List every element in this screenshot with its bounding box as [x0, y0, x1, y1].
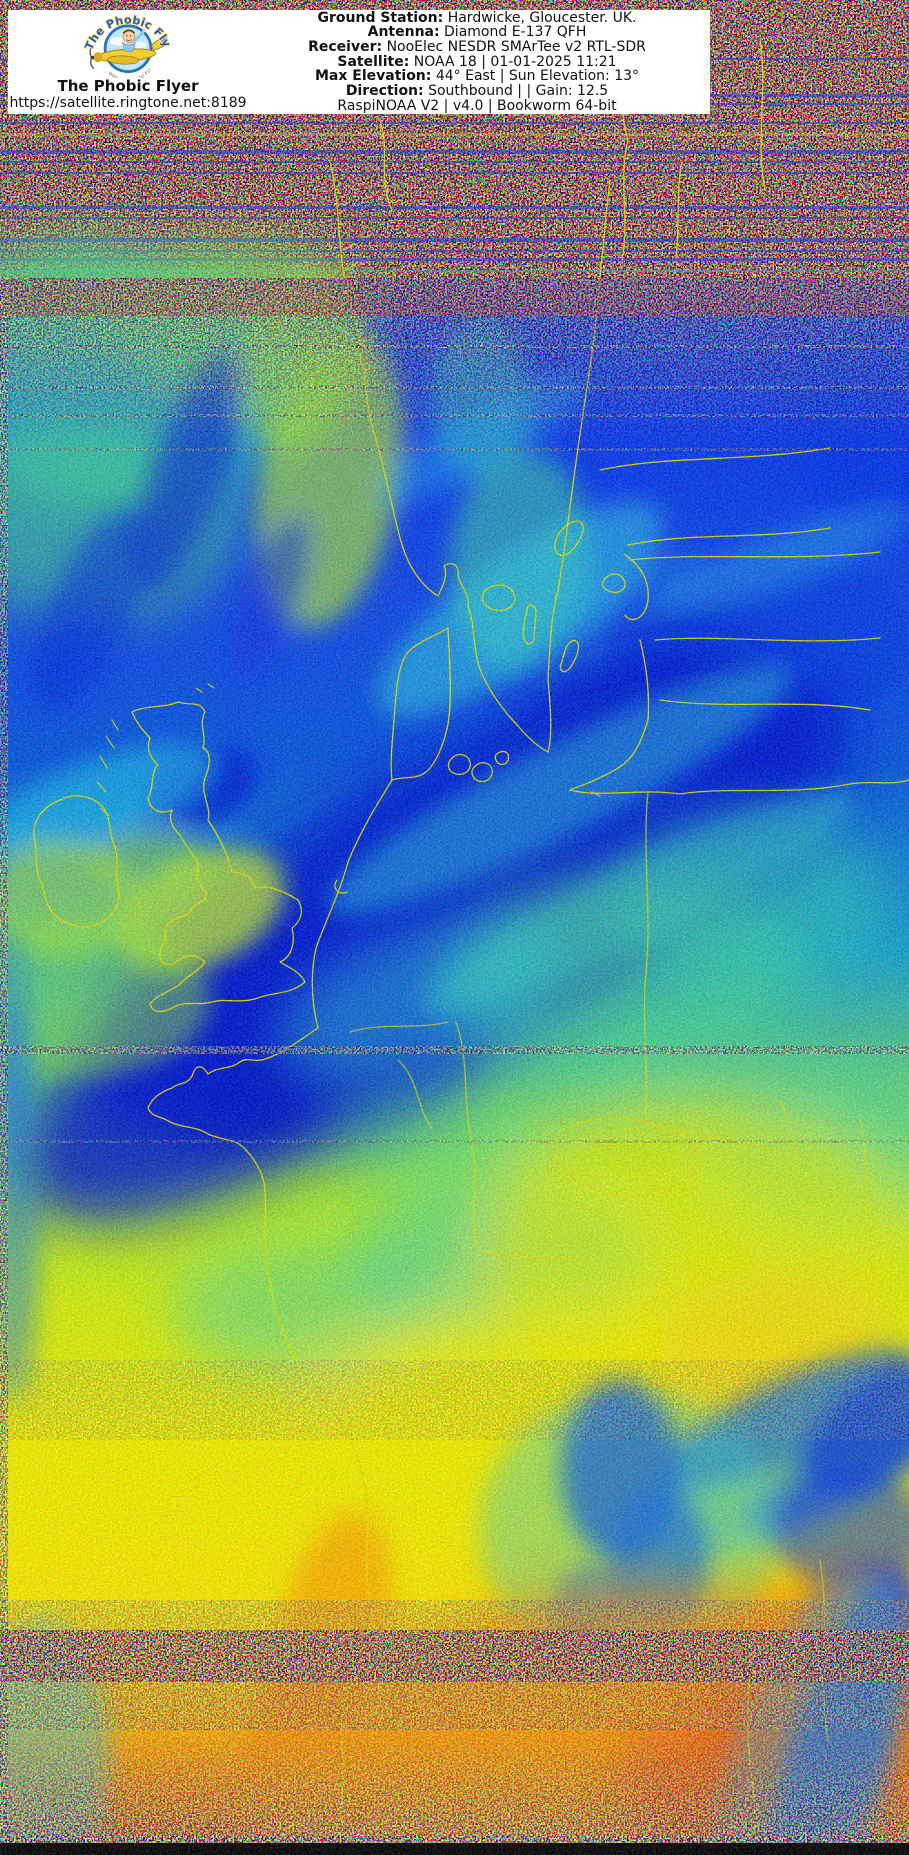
logo-pilot — [122, 28, 147, 53]
phobic-flyer-logo: The Phobic Flyer WHO LEARNT TO FLY — [65, 12, 174, 78]
receiver-line: Receiver: NooElec NESDR SMArTee v2 RTL-S… — [308, 38, 646, 55]
logo-airplane — [89, 34, 169, 70]
station-url: https://satellite.ringtone.net:8189 — [9, 95, 247, 111]
max-elevation-line: Max Elevation: 44° East | Sun Elevation:… — [314, 68, 640, 85]
direction-line: Direction: Southbound | | Gain: 12.5 — [345, 83, 609, 100]
ground-station-line: Ground Station: Hardwicke, Gloucester. U… — [317, 9, 637, 26]
capture-info-box: The Phobic Flyer WHO LEARNT TO FLY The P… — [8, 10, 710, 114]
station-title: The Phobic Flyer — [57, 77, 199, 95]
antenna-line: Antenna: Diamond E-137 QFH — [367, 24, 587, 41]
station-identity: The Phobic Flyer WHO LEARNT TO FLY The P… — [8, 10, 248, 114]
thermal-image — [0, 19, 909, 1855]
satellite-line: Satellite: NOAA 18 | 01-01-2025 11:21 — [337, 53, 617, 70]
interference-layer — [0, 278, 909, 1843]
pass-details: Ground Station: Hardwicke, Gloucester. U… — [248, 10, 710, 114]
software-line: RaspiNOAA V2 | v4.0 | Bookworm 64-bit — [337, 97, 617, 114]
noise-band-bottom — [0, 1836, 909, 1855]
